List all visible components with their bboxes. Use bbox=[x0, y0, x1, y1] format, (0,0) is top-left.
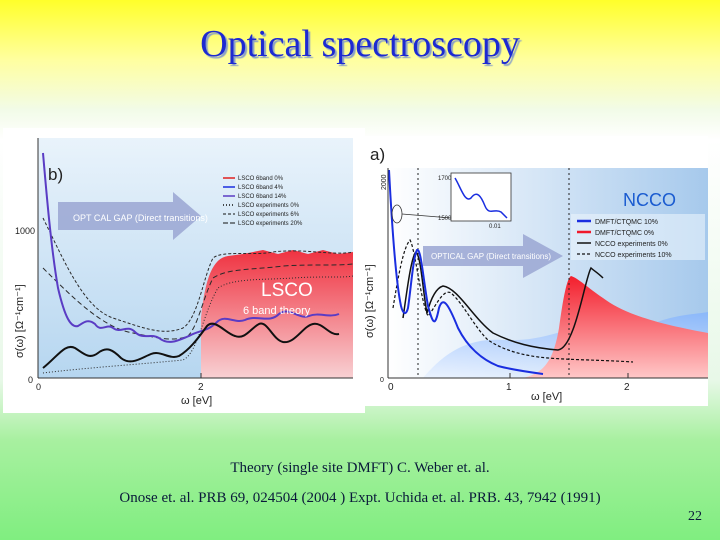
optical-gap-arrow bbox=[423, 234, 563, 278]
panel-a-label: a) bbox=[370, 145, 385, 164]
panel-b-arrow-text: OPT CAL GAP (Direct transitions) bbox=[73, 213, 208, 223]
ncco-exp-10-curve bbox=[392, 238, 634, 363]
ncco-theory-10-curve bbox=[388, 169, 544, 375]
panel-b-legend-item: LSCO experiments 6% bbox=[238, 212, 300, 218]
panel-b-y-tick-0: 0 bbox=[28, 375, 33, 385]
panel-b-y-tick-1000: 1000 bbox=[15, 226, 35, 236]
panel-a: OPTICAL GAP (Direct transitions) a) 2000… bbox=[359, 136, 708, 406]
panel-a-material: NCCO bbox=[623, 190, 676, 210]
inset-curve bbox=[454, 177, 508, 219]
optical-conductivity-figure: OPT CAL GAP (Direct transitions) b) 1000… bbox=[3, 128, 708, 413]
panel-b-material: LSCO bbox=[261, 280, 313, 301]
page-number: 22 bbox=[688, 509, 702, 524]
panel-b-legend-item: LSCO 6band 14% bbox=[238, 194, 287, 200]
panel-b-legend-item: LSCO 6band 4% bbox=[238, 185, 284, 191]
panel-b-subtitle: 6 band theory bbox=[243, 305, 311, 317]
optical-gap-arrow bbox=[58, 192, 201, 240]
inset-tick-1500: 1500 bbox=[438, 216, 452, 222]
panel-b-ylabel: σ(ω) [Ω⁻¹cm⁻¹] bbox=[14, 284, 26, 358]
inset-tick-1700: 1700 bbox=[438, 176, 452, 182]
panel-a-inset: 1700 1500 0.01 bbox=[391, 172, 512, 230]
panel-a-y-tick-2000: 2000 bbox=[381, 174, 388, 190]
panel-a-ylabel: σ(ω) [Ω⁻¹cm⁻¹] bbox=[364, 264, 376, 338]
caption-theory: Theory (single site DMFT) C. Weber et. a… bbox=[230, 460, 490, 476]
lsco-theory-14-curve bbox=[42, 152, 340, 343]
figure-svg: OPT CAL GAP (Direct transitions) b) 1000… bbox=[3, 128, 708, 413]
panel-b-legend-item: LSCO experiments 0% bbox=[238, 203, 300, 209]
panel-a-legend: DMFT/CTQMC 10% DMFT/CTQMC 0% NCCO experi… bbox=[571, 214, 705, 260]
panel-a-legend-item: NCCO experiments 10% bbox=[595, 252, 672, 259]
panel-b-legend-item: LSCO 6band 0% bbox=[238, 176, 284, 182]
panel-a-xlabel: ω [eV] bbox=[531, 391, 562, 403]
panel-a-legend-item: NCCO experiments 0% bbox=[595, 241, 668, 248]
panel-b-legend-item: LSCO experiments 20% bbox=[238, 221, 303, 227]
panel-a-legend-item: DMFT/CTQMC 10% bbox=[595, 219, 658, 226]
lsco-theory-fill bbox=[201, 250, 353, 378]
panel-a-legend-item: DMFT/CTQMC 0% bbox=[595, 230, 654, 237]
inset-tick-x: 0.01 bbox=[489, 224, 501, 230]
panel-a-y-tick-0: 0 bbox=[380, 377, 384, 384]
panel-a-x-tick-1: 1 bbox=[506, 382, 512, 393]
panel-b-x-tick-0: 0 bbox=[36, 382, 41, 392]
panel-a-x-tick-2: 2 bbox=[624, 382, 630, 393]
panel-b-legend: LSCO 6band 0% LSCO 6band 4% LSCO 6band 1… bbox=[223, 176, 303, 227]
lsco-exp-20-curve bbox=[42, 217, 354, 332]
panel-b-xlabel: ω [eV] bbox=[181, 395, 212, 407]
lsco-exp-0-curve bbox=[42, 275, 354, 374]
panel-b: OPT CAL GAP (Direct transitions) b) 1000… bbox=[3, 128, 365, 413]
panel-a-x-tick-0: 0 bbox=[388, 382, 394, 393]
caption-references: Onose et. al. PRB 69, 024504 (2004 ) Exp… bbox=[119, 490, 601, 506]
lsco-exp-6-curve bbox=[42, 263, 354, 340]
lsco-theory-0-curve bbox=[42, 322, 340, 369]
panel-a-arrow-text: OPTICAL GAP (Direct transitions) bbox=[431, 252, 551, 261]
ncco-theory-0-fill bbox=[523, 276, 708, 378]
slide-title: Optical spectroscopy bbox=[200, 23, 520, 65]
ncco-exp-0-curve bbox=[402, 251, 604, 351]
panel-b-label: b) bbox=[48, 165, 63, 184]
panel-b-x-tick-2: 2 bbox=[198, 382, 204, 393]
